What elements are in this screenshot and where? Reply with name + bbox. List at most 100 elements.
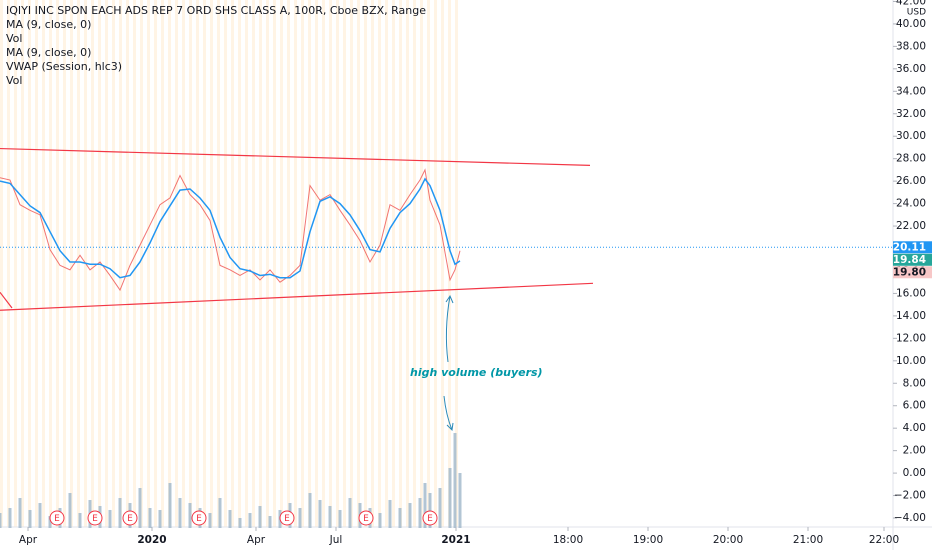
y-tick-label: 2.00 — [903, 445, 926, 457]
legend-item: Vol — [6, 74, 22, 87]
y-tick-label: 40.00 — [896, 18, 926, 30]
legend-item: VWAP (Session, hlc3) — [6, 60, 122, 73]
volume-bar — [188, 503, 192, 528]
event-marker — [279, 510, 295, 526]
volume-bar — [28, 510, 32, 528]
price-label-bg — [893, 266, 932, 279]
volume-bar — [168, 483, 172, 528]
volume-bar — [118, 498, 122, 528]
y-tick-label: 32.00 — [896, 108, 926, 120]
event-label: E — [427, 514, 433, 524]
event-label: E — [127, 514, 133, 524]
x-tick-label: Apr — [19, 534, 38, 546]
trend-line — [0, 147, 591, 167]
volume-bar — [258, 506, 262, 528]
y-tick-label: 16.00 — [896, 287, 926, 299]
x-tick-label: 22:00 — [869, 534, 899, 546]
y-tick-label: 28.00 — [896, 153, 926, 165]
volume-bar — [453, 433, 457, 528]
y-tick-label: 34.00 — [896, 85, 926, 97]
annotation: high volume (buyers) — [410, 366, 543, 379]
legend-item: Vol — [6, 32, 22, 45]
volume-bar — [398, 508, 402, 528]
event-label: E — [363, 514, 369, 524]
x-tick-label: Jul — [329, 534, 343, 546]
volume-bar — [388, 500, 392, 528]
price-label-bg — [893, 241, 932, 254]
price-line-series — [0, 168, 461, 292]
volume-bar — [108, 510, 112, 528]
volume-bar — [308, 493, 312, 528]
ma-line — [0, 177, 461, 279]
price-label: 19.84 — [893, 254, 926, 266]
volume-bar — [148, 508, 152, 528]
volume-bar — [8, 508, 12, 528]
volume-bar — [218, 498, 222, 528]
y-tick-label: 36.00 — [896, 63, 926, 75]
event-marker — [122, 510, 138, 526]
y-tick-label: 38.00 — [896, 40, 926, 52]
y-tick-label: 4.00 — [903, 422, 926, 434]
event-marker — [358, 510, 374, 526]
legend-item: MA (9, close, 0) — [6, 46, 91, 59]
volume-bar — [423, 483, 427, 528]
y-tick-label: 8.00 — [903, 377, 926, 389]
volume-bar — [228, 510, 232, 528]
event-marker — [422, 510, 438, 526]
currency-label: USD — [907, 8, 926, 18]
trend-line — [0, 282, 594, 311]
volume-bar — [0, 513, 2, 528]
arrow-up — [445, 294, 454, 363]
event-label: E — [196, 514, 202, 524]
event-marker — [191, 510, 207, 526]
session-background — [0, 0, 462, 527]
arrow-down — [443, 395, 454, 432]
volume-bar — [38, 503, 42, 528]
volume-bar — [178, 498, 182, 528]
y-tick-label: 26.00 — [896, 175, 926, 187]
y-tick-label: −2.00 — [894, 490, 926, 502]
x-tick-label: 20:00 — [713, 534, 743, 546]
chart-title: IQIYI INC SPON EACH ADS REP 7 ORD SHS CL… — [6, 4, 426, 17]
volume-bar — [78, 513, 82, 528]
volume-bar — [248, 513, 252, 528]
y-tick-label: 30.00 — [896, 130, 926, 142]
volume-bar — [18, 498, 22, 528]
volume-bar — [378, 513, 382, 528]
y-tick-label: 0.00 — [903, 467, 926, 479]
volume-bar — [448, 468, 452, 528]
x-tick-label: 18:00 — [553, 534, 583, 546]
volume-bar — [348, 498, 352, 528]
volume-bar — [158, 510, 162, 528]
volume-bar — [418, 498, 422, 528]
volume-bar — [268, 516, 272, 528]
y-tick-label: 24.00 — [896, 198, 926, 210]
y-tick-label: 6.00 — [903, 400, 926, 412]
volume-bar — [68, 493, 72, 528]
x-tick-label: 2021 — [441, 534, 470, 546]
price-label: 19.80 — [893, 266, 926, 278]
x-tick-label: 2020 — [137, 534, 166, 546]
event-marker — [49, 510, 65, 526]
volume-bar — [338, 510, 342, 528]
annotation-arrows — [443, 294, 454, 432]
y-tick-label: −4.00 — [894, 512, 926, 524]
volume-bar — [138, 488, 142, 528]
volume-bar — [458, 473, 462, 528]
y-tick-label: 14.00 — [896, 310, 926, 322]
volume-bar — [48, 516, 52, 528]
volume-bar — [238, 518, 242, 528]
volume-bar — [408, 503, 412, 528]
event-label: E — [54, 514, 60, 524]
volume-bar — [298, 508, 302, 528]
y-tick-label: 42.00 — [896, 0, 926, 7]
event-marker — [87, 510, 103, 526]
volume-bar — [318, 500, 322, 528]
trend-line — [0, 291, 13, 309]
volume-bar — [328, 506, 332, 528]
y-tick-label: 22.00 — [896, 220, 926, 232]
price-label: 20.11 — [893, 241, 926, 253]
